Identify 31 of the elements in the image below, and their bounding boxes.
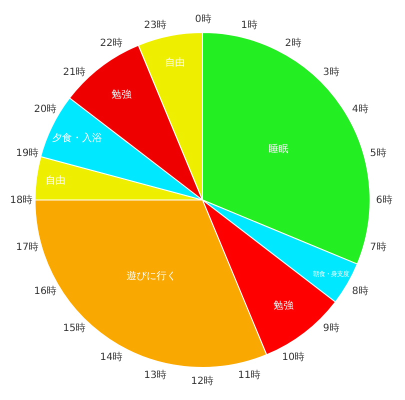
text: 8時 — [352, 285, 368, 297]
text: 9時 — [323, 322, 340, 334]
slice-label: 勉強 — [112, 88, 132, 100]
text: 13時 — [144, 369, 167, 381]
text: 5時 — [370, 147, 386, 159]
text: 11時 — [238, 369, 261, 381]
slice-label: 遊びに行く — [126, 270, 177, 282]
slice-label: 睡眠 — [268, 143, 289, 156]
text: 18時 — [10, 194, 33, 206]
slice-label: 勉強 — [274, 300, 294, 312]
text: 10時 — [282, 351, 305, 363]
slice-label: 夕食・入浴 — [52, 132, 102, 144]
text: 16時 — [34, 285, 57, 297]
text: 6時 — [376, 194, 392, 206]
text: 0時 — [195, 13, 212, 25]
text: 19時 — [16, 147, 39, 159]
text: 3時 — [323, 66, 340, 78]
slice-label: 自由 — [46, 174, 66, 187]
text: 17時 — [16, 241, 39, 253]
text: 12時 — [191, 375, 214, 387]
text: 20時 — [34, 103, 57, 115]
slice-label: 自由 — [165, 56, 186, 69]
text: 7時 — [370, 241, 386, 253]
text: 4時 — [352, 103, 368, 115]
text: 21時 — [63, 66, 86, 78]
text: 14時 — [100, 351, 123, 363]
text: 23時 — [144, 19, 167, 31]
text: 1時 — [241, 19, 258, 31]
text: 22時 — [100, 37, 123, 49]
text: 15時 — [63, 322, 86, 334]
text: 2時 — [285, 37, 302, 49]
